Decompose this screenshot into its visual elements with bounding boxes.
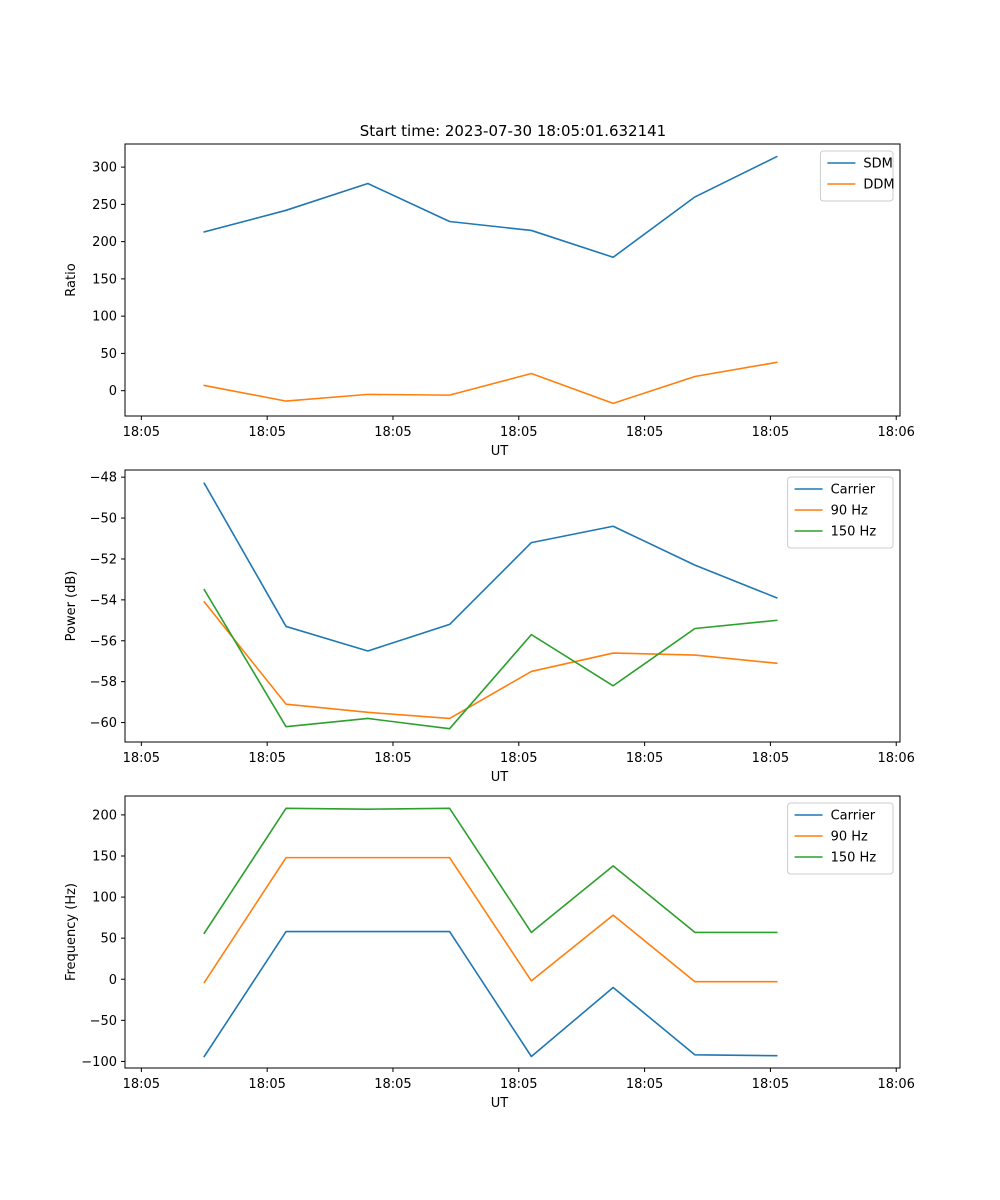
- legend-label: 90 Hz: [831, 830, 868, 845]
- series-line-carrier: [203, 930, 778, 1058]
- legend-label: 150 Hz: [831, 525, 877, 540]
- x-tick-label: 18:05: [752, 1077, 789, 1092]
- x-tick-label: 18:05: [500, 1077, 537, 1092]
- axes-frame: [124, 795, 901, 1069]
- x-tick-label: 18:05: [123, 751, 160, 766]
- x-tick-label: 18:05: [752, 425, 789, 440]
- x-tick-label: 18:06: [877, 425, 914, 440]
- chart-power: 18:05 18:05 18:05 18:05 18:05 18:05 18:06 −60 −5…: [64, 469, 915, 785]
- series-line-90-hz: [203, 600, 778, 720]
- axes-frame: [124, 469, 901, 743]
- x-tick-label: 18:05: [123, 425, 160, 440]
- series-line-carrier: [203, 482, 778, 652]
- y-tick-label: −54: [90, 593, 117, 608]
- legend: Carrier 90 Hz 150 Hz: [787, 802, 894, 875]
- y-tick-label: 100: [92, 310, 117, 325]
- x-tick-label: 18:05: [500, 751, 537, 766]
- y-tick-label: −60: [90, 716, 117, 731]
- legend-label: 150 Hz: [831, 851, 877, 866]
- x-tick-label: 18:05: [626, 425, 663, 440]
- series-line-ddm: [203, 361, 778, 405]
- y-tick-label: 200: [92, 235, 117, 250]
- x-tick-label: 18:05: [752, 751, 789, 766]
- y-tick-label: 100: [92, 891, 117, 906]
- series-line-150-hz: [203, 588, 778, 730]
- y-tick-label: 300: [92, 161, 117, 176]
- x-tick-label: 18:06: [877, 1077, 914, 1092]
- y-axis-label: Power (dB): [64, 571, 79, 642]
- y-tick-label: −50: [90, 512, 117, 527]
- x-tick-label: 18:05: [626, 751, 663, 766]
- y-tick-label: 250: [92, 198, 117, 213]
- legend: Carrier 90 Hz 150 Hz: [787, 476, 894, 549]
- y-tick-label: 50: [100, 347, 117, 362]
- y-axis-label: Frequency (Hz): [64, 883, 79, 981]
- x-tick-label: 18:05: [123, 1077, 160, 1092]
- series-line-150-hz: [203, 807, 778, 935]
- y-tick-label: −48: [90, 471, 117, 486]
- legend-label: 90 Hz: [831, 504, 868, 519]
- x-tick-label: 18:05: [374, 1077, 411, 1092]
- legend-label: DDM: [863, 178, 894, 193]
- chart-frequency: 18:05 18:05 18:05 18:05 18:05 18:05 18:06 −100 −…: [64, 795, 915, 1111]
- y-tick-label: 200: [92, 808, 117, 823]
- axes-frame: [124, 143, 901, 417]
- x-tick-label: 18:05: [500, 425, 537, 440]
- x-tick-label: 18:05: [374, 425, 411, 440]
- x-tick-label: 18:05: [248, 751, 285, 766]
- y-tick-label: 150: [92, 849, 117, 864]
- legend-label: Carrier: [831, 809, 876, 824]
- x-tick-label: 18:05: [626, 1077, 663, 1092]
- y-tick-label: −100: [81, 1055, 117, 1070]
- y-tick-label: 150: [92, 272, 117, 287]
- x-tick-label: 18:05: [248, 425, 285, 440]
- y-tick-label: 0: [109, 384, 117, 399]
- x-axis-label: UT: [491, 1096, 509, 1111]
- y-tick-label: −58: [90, 675, 117, 690]
- y-tick-label: −52: [90, 552, 117, 567]
- x-axis-label: UT: [491, 444, 509, 459]
- charts-container: 18:05 18:05 18:05 18:05 18:05 18:05 18:06 0 50 10…: [64, 143, 915, 1111]
- series-line-90-hz: [203, 856, 778, 984]
- figure-title: Start time: 2023-07-30 18:05:01.632141: [360, 122, 666, 140]
- y-tick-label: 0: [109, 973, 117, 988]
- x-axis-label: UT: [491, 770, 509, 785]
- series-line-sdm: [203, 155, 778, 259]
- y-tick-label: −56: [90, 634, 117, 649]
- legend-label: SDM: [863, 157, 892, 172]
- y-axis-label: Ratio: [64, 263, 79, 296]
- legend: SDM DDM: [819, 150, 895, 202]
- legend-label: Carrier: [831, 483, 876, 498]
- chart-ratio: 18:05 18:05 18:05 18:05 18:05 18:05 18:06 0 50 10…: [64, 143, 915, 459]
- x-tick-label: 18:05: [248, 1077, 285, 1092]
- x-tick-label: 18:05: [374, 751, 411, 766]
- y-tick-label: −50: [90, 1014, 117, 1029]
- x-tick-label: 18:06: [877, 751, 914, 766]
- y-tick-label: 50: [100, 932, 117, 947]
